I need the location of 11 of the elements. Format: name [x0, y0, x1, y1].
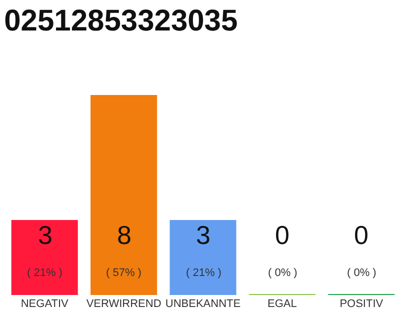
data-label: 8 ( 57% ): [106, 220, 142, 279]
x-tick-label: UNBEKANNTE: [165, 298, 241, 310]
data-label: 3 ( 21% ): [186, 220, 222, 279]
x-tick-label: EGAL: [268, 298, 297, 310]
x-tick-label: NEGATIV: [20, 298, 69, 310]
x-tick-label: POSITIV: [340, 298, 384, 310]
x-tick-label: VERWIRREND: [86, 298, 162, 310]
data-label: 0 ( 0% ): [268, 220, 298, 279]
chart-title: 02512853323035: [4, 4, 238, 38]
data-label: 0 ( 0% ): [347, 220, 376, 279]
data-label: 3 ( 21% ): [27, 220, 62, 279]
